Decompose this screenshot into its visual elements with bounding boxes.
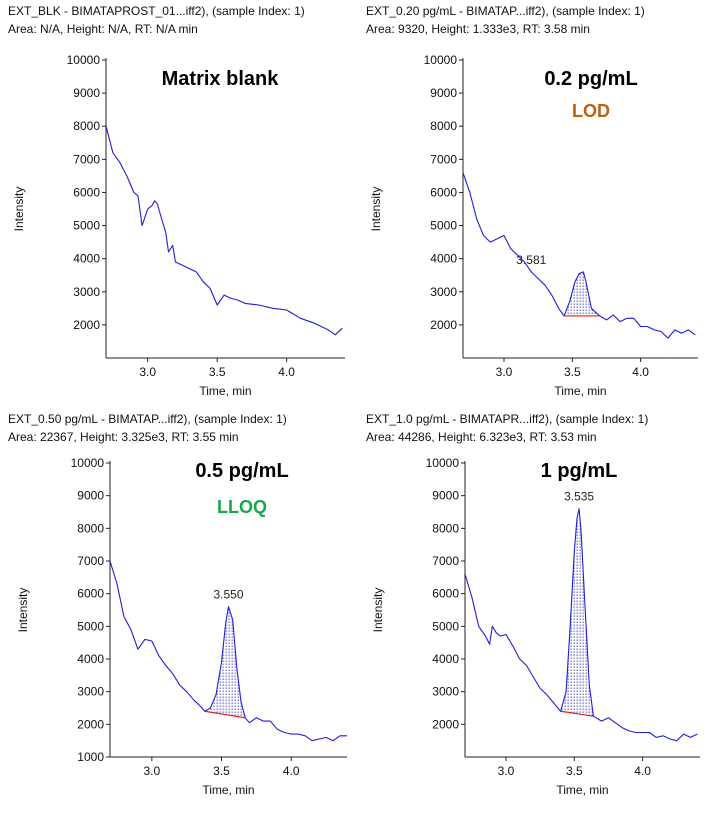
peak-area-fill — [560, 508, 594, 717]
chromatogram-trace — [109, 560, 347, 742]
y-tick-label: 5000 — [73, 219, 100, 233]
x-axis-title: Time, min — [199, 384, 251, 398]
x-tick-label: 3.0 — [496, 365, 513, 379]
y-tick-label: 8000 — [73, 119, 100, 133]
y-axis-title: Intensity — [371, 588, 385, 633]
y-tick-label: 2000 — [430, 318, 457, 332]
y-tick-label: 7000 — [77, 554, 104, 568]
x-tick-label: 4.0 — [278, 365, 295, 379]
y-tick-label: 5000 — [430, 219, 457, 233]
condition-label: LOD — [572, 101, 610, 121]
peak-rt-label: 3.581 — [516, 253, 546, 267]
y-tick-label: 9000 — [430, 86, 457, 100]
x-tick-label: 3.0 — [139, 365, 156, 379]
y-tick-label: 4000 — [73, 252, 100, 266]
y-tick-label: 10000 — [424, 53, 458, 67]
y-tick-label: 1000 — [77, 750, 104, 764]
panel-header-title: EXT_1.0 pg/mL - BIMATAPR...iff2), (sampl… — [366, 412, 648, 426]
x-axis-title: Time, min — [554, 384, 606, 398]
y-tick-label: 9000 — [77, 489, 104, 503]
y-tick-label: 9000 — [432, 489, 459, 503]
panel-header-title: EXT_BLK - BIMATAPROST_01...iff2), (sampl… — [8, 4, 305, 18]
condition-label: LLOQ — [217, 497, 267, 517]
y-tick-label: 5000 — [432, 619, 459, 633]
peak-baseline — [204, 710, 246, 719]
x-tick-label: 3.5 — [566, 764, 583, 778]
peak-rt-label: 3.535 — [564, 490, 594, 504]
chromatogram-panel-3: EXT_0.50 pg/mL - BIMATAP...iff2), (sampl… — [8, 412, 347, 797]
y-tick-label: 4000 — [430, 252, 457, 266]
chromatogram-trace — [462, 172, 696, 339]
chromatogram-trace — [464, 508, 698, 742]
y-tick-label: 7000 — [73, 152, 100, 166]
y-tick-label: 8000 — [430, 119, 457, 133]
y-tick-label: 3000 — [73, 285, 100, 299]
chromatogram-trace — [105, 126, 343, 336]
y-tick-label: 2000 — [77, 717, 104, 731]
y-tick-label: 6000 — [432, 587, 459, 601]
panel-header-title: EXT_0.20 pg/mL - BIMATAP...iff2), (sampl… — [366, 4, 645, 18]
y-tick-label: 6000 — [73, 185, 100, 199]
y-tick-label: 2000 — [432, 717, 459, 731]
x-tick-label: 4.0 — [283, 764, 300, 778]
peak-baseline — [560, 710, 594, 717]
y-tick-label: 8000 — [432, 521, 459, 535]
x-axis-title: Time, min — [202, 783, 254, 797]
y-tick-label: 7000 — [432, 554, 459, 568]
sample-label: 0.5 pg/mL — [195, 460, 288, 482]
y-tick-label: 4000 — [77, 652, 104, 666]
panel-header-stats: Area: 22367, Height: 3.325e3, RT: 3.55 m… — [8, 430, 239, 444]
y-tick-label: 6000 — [430, 185, 457, 199]
chromatogram-panel-4: EXT_1.0 pg/mL - BIMATAPR...iff2), (sampl… — [366, 412, 700, 797]
x-axis-title: Time, min — [556, 783, 608, 797]
x-tick-label: 3.0 — [143, 764, 160, 778]
x-tick-label: 4.0 — [632, 365, 649, 379]
y-tick-label: 3000 — [430, 285, 457, 299]
y-tick-label: 10000 — [67, 53, 101, 67]
y-tick-label: 3000 — [432, 685, 459, 699]
y-tick-label: 3000 — [77, 685, 104, 699]
sample-label: Matrix blank — [162, 68, 280, 90]
panel-header-stats: Area: N/A, Height: N/A, RT: N/A min — [8, 22, 198, 36]
y-tick-label: 2000 — [73, 318, 100, 332]
sample-label: 0.2 pg/mL — [544, 68, 637, 90]
x-tick-label: 4.0 — [634, 764, 651, 778]
y-tick-label: 6000 — [77, 587, 104, 601]
panel-header-stats: Area: 44286, Height: 6.323e3, RT: 3.53 m… — [366, 430, 597, 444]
panel-header-title: EXT_0.50 pg/mL - BIMATAP...iff2), (sampl… — [8, 412, 287, 426]
peak-area-fill — [204, 606, 246, 718]
y-tick-label: 9000 — [73, 86, 100, 100]
y-tick-label: 8000 — [77, 521, 104, 535]
panel-header-stats: Area: 9320, Height: 1.333e3, RT: 3.58 mi… — [366, 22, 590, 36]
y-tick-label: 4000 — [432, 652, 459, 666]
x-tick-label: 3.5 — [213, 764, 230, 778]
x-tick-label: 3.5 — [209, 365, 226, 379]
y-tick-label: 10000 — [426, 456, 460, 470]
sample-label: 1 pg/mL — [541, 460, 618, 482]
y-axis-title: Intensity — [369, 187, 383, 232]
chromatogram-panel-2: EXT_0.20 pg/mL - BIMATAP...iff2), (sampl… — [366, 4, 698, 398]
x-tick-label: 3.5 — [564, 365, 581, 379]
peak-rt-label: 3.550 — [213, 588, 243, 602]
y-tick-label: 10000 — [71, 456, 105, 470]
y-tick-label: 7000 — [430, 152, 457, 166]
peak-area-fill — [564, 271, 600, 316]
x-tick-label: 3.0 — [498, 764, 515, 778]
y-tick-label: 5000 — [77, 619, 104, 633]
chromatogram-panel-1: EXT_BLK - BIMATAPROST_01...iff2), (sampl… — [8, 4, 345, 398]
y-axis-title: Intensity — [16, 588, 30, 633]
y-axis-title: Intensity — [12, 187, 26, 232]
